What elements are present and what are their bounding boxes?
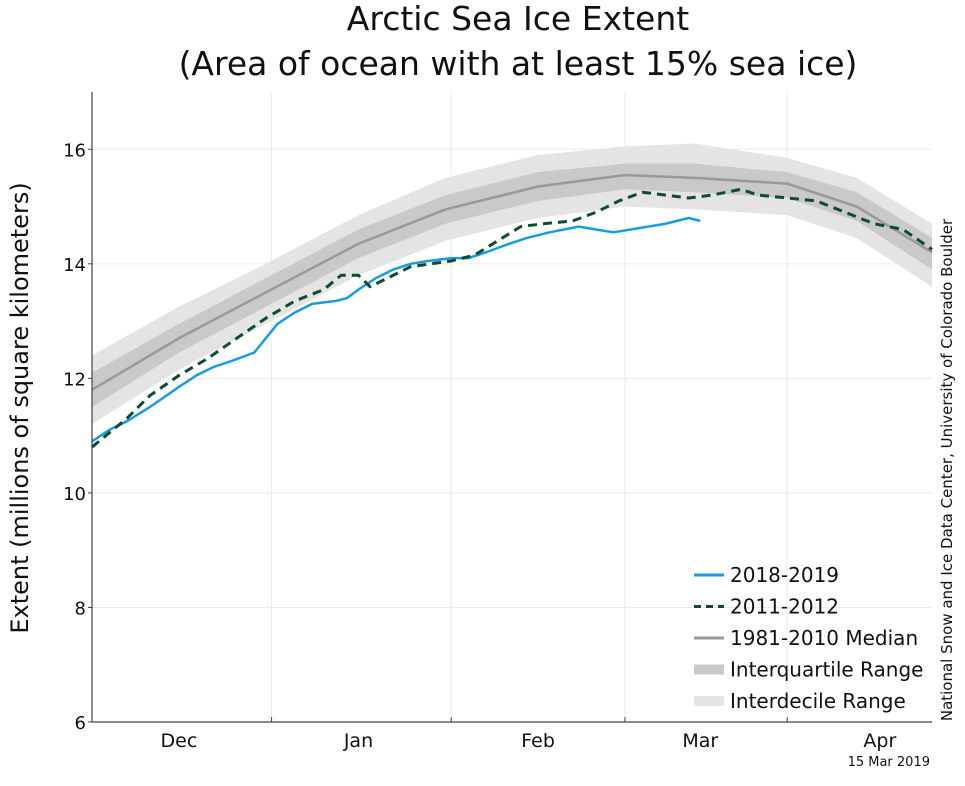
y-tick-label-10: 10 xyxy=(63,484,86,505)
credit-text: National Snow and Ice Data Center, Unive… xyxy=(938,218,956,721)
y-tick-label-14: 14 xyxy=(63,255,86,276)
y-tick-label-8: 8 xyxy=(75,598,86,619)
y-axis-label: Extent (millions of square kilometers) xyxy=(6,182,34,633)
y-tick-label-12: 12 xyxy=(63,369,86,390)
legend-label-interdecile-range: Interdecile Range xyxy=(730,689,906,713)
tick-labels: 6 8 10 12 14 16 Dec Jan Feb Mar Apr xyxy=(63,140,896,752)
legend-label-2011-2012: 2011-2012 xyxy=(730,595,839,619)
date-stamp: 15 Mar 2019 xyxy=(848,755,930,770)
x-tick-label-apr: Apr xyxy=(863,730,896,752)
axes xyxy=(88,92,932,723)
legend-label-2018-2019: 2018-2019 xyxy=(730,563,839,587)
legend-label-interquartile-range: Interquartile Range xyxy=(730,658,923,682)
y-tick-label-16: 16 xyxy=(63,140,86,161)
series-line-2011-2012 xyxy=(91,187,933,449)
x-tick-label-dec: Dec xyxy=(161,730,198,752)
x-tick-label-feb: Feb xyxy=(521,730,555,752)
range-bands xyxy=(92,143,932,425)
median-line xyxy=(91,173,933,391)
chart-title-line2: (Area of ocean with at least 15% sea ice… xyxy=(179,44,858,83)
x-tick-label-jan: Jan xyxy=(343,730,373,752)
x-tick-label-mar: Mar xyxy=(682,730,718,752)
interquartile-range-band xyxy=(92,163,932,407)
y-tick-label-6: 6 xyxy=(75,713,86,734)
series-line-2018-2019 xyxy=(91,216,701,443)
series-lines xyxy=(91,173,933,449)
chart-title-line1: Arctic Sea Ice Extent xyxy=(347,0,689,38)
legend-label-1981-2010-median: 1981-2010 Median xyxy=(730,626,918,650)
legend: 2018-2019 2011-2012 1981-2010 Median Interq… xyxy=(694,563,923,713)
